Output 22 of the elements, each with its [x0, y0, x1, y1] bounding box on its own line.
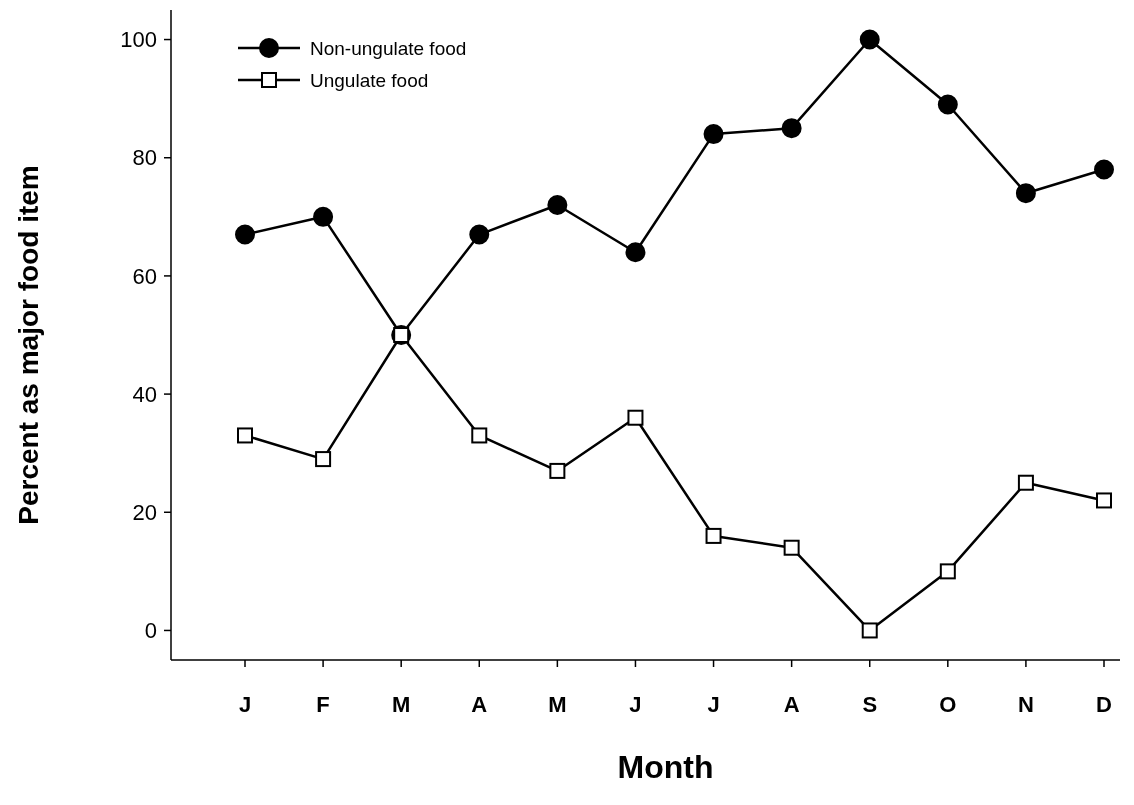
x-tick-label: S: [862, 692, 878, 717]
legend-label: Ungulate food: [310, 69, 429, 91]
x-tick-label: O: [939, 692, 957, 717]
x-tick-label: N: [1017, 692, 1034, 717]
y-tick-label: 20: [132, 499, 157, 525]
x-tick-label: D: [1096, 692, 1112, 717]
x-tick-label: J: [707, 692, 720, 717]
y-tick-label: 0: [144, 618, 157, 644]
x-tick-label: J: [238, 692, 252, 717]
y-axis-title: Percent as major food item: [13, 165, 44, 525]
y-tick-label: 40: [132, 381, 157, 407]
x-tick-label: J: [629, 692, 642, 717]
y-tick-label: 60: [132, 263, 157, 289]
x-tick-label: A: [783, 692, 800, 717]
x-tick-label: M: [548, 692, 567, 717]
legend-label: Non-ungulate food: [310, 37, 467, 59]
x-tick-label: A: [471, 692, 488, 717]
x-tick-label: M: [392, 692, 411, 717]
y-tick-label: 100: [120, 27, 157, 53]
x-tick-label: F: [316, 692, 330, 717]
x-axis-title: Month: [617, 749, 714, 785]
y-tick-label: 80: [132, 145, 157, 171]
